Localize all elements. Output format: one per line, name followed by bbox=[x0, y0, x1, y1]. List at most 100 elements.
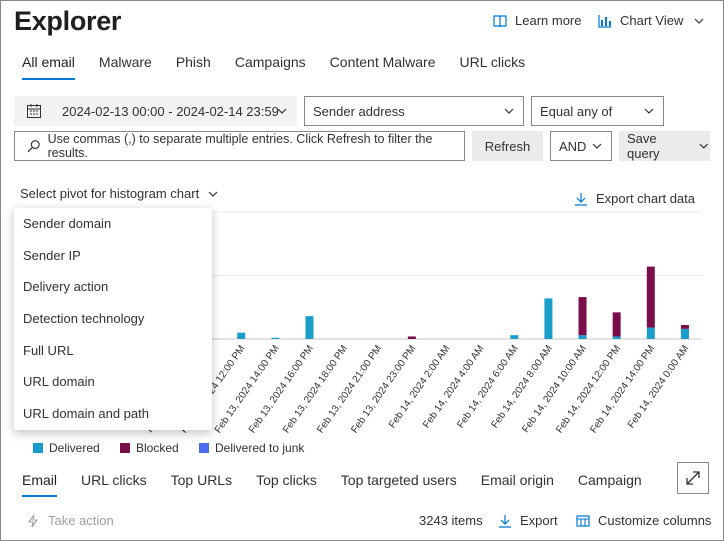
field-select-value: Sender address bbox=[313, 103, 405, 119]
chart-bar[interactable] bbox=[612, 336, 621, 339]
chevron-down-icon bbox=[208, 191, 218, 197]
customize-columns-label: Customize columns bbox=[598, 513, 712, 528]
legend-label-blocked: Blocked bbox=[136, 441, 179, 455]
pivot-select-label: Select pivot for histogram chart bbox=[20, 186, 200, 201]
main-tabs: All email Malware Phish Campaigns Conten… bbox=[22, 54, 549, 80]
chart-tick-label: Feb 14, 2024 12:00 PM bbox=[554, 343, 623, 435]
logic-select[interactable]: AND bbox=[550, 131, 612, 161]
export-chart-data-label: Export chart data bbox=[596, 191, 695, 206]
search-input[interactable]: Use commas (,) to separate multiple entr… bbox=[14, 131, 465, 161]
chart-tick-label: Feb 13, 2024 16:00 PM bbox=[247, 343, 316, 435]
chart-tick-label: Feb 14, 2024 0:00 AM bbox=[626, 343, 691, 430]
date-range-value: 2024-02-13 00:00 - 2024-02-14 23:59 bbox=[62, 103, 279, 119]
expand-button[interactable] bbox=[677, 462, 709, 494]
export-chart-data-button[interactable]: Export chart data bbox=[574, 191, 695, 206]
export-button[interactable]: Export bbox=[498, 513, 558, 528]
pivot-option-full-url[interactable]: Full URL bbox=[23, 342, 74, 358]
tab-email[interactable]: Email bbox=[22, 472, 58, 497]
tab-malware[interactable]: Malware bbox=[98, 54, 152, 70]
refresh-button[interactable]: Refresh bbox=[472, 131, 543, 161]
chart-bar[interactable] bbox=[578, 335, 587, 339]
save-query-label: Save query bbox=[627, 131, 660, 161]
page-title: Explorer bbox=[14, 6, 122, 36]
chart-bar[interactable] bbox=[646, 266, 655, 328]
chart-bar[interactable] bbox=[612, 312, 621, 337]
download-icon bbox=[575, 192, 587, 206]
chart-bar[interactable] bbox=[680, 328, 689, 339]
chevron-down-icon bbox=[504, 108, 514, 114]
expand-icon bbox=[686, 471, 700, 485]
search-placeholder: Use commas (,) to separate multiple entr… bbox=[47, 132, 433, 160]
learn-more-link[interactable]: Learn more bbox=[493, 13, 581, 28]
chevron-down-icon bbox=[644, 108, 654, 114]
chart-view-label: Chart View bbox=[620, 13, 684, 28]
search-icon bbox=[27, 140, 40, 153]
pivot-option-url-domain[interactable]: URL domain bbox=[23, 374, 95, 390]
export-label: Export bbox=[520, 513, 558, 528]
tab-top-targeted-users[interactable]: Top targeted users bbox=[340, 472, 457, 488]
date-range-picker[interactable]: 2024-02-13 00:00 - 2024-02-14 23:59 bbox=[14, 96, 297, 126]
tab-top-clicks[interactable]: Top clicks bbox=[256, 472, 317, 488]
chart-tick-label: Feb 13, 2024 21:00 PM bbox=[315, 343, 384, 435]
chevron-down-icon bbox=[592, 143, 602, 149]
operator-select[interactable]: Equal any of bbox=[531, 96, 664, 126]
lightning-icon bbox=[27, 514, 39, 527]
tab-campaign[interactable]: Campaign bbox=[577, 472, 642, 488]
columns-icon bbox=[576, 514, 590, 527]
legend-swatch-delivered bbox=[33, 443, 43, 453]
chart-bar[interactable] bbox=[680, 325, 689, 329]
results-tabs: Email URL clicks Top URLs Top clicks Top… bbox=[22, 472, 666, 497]
chart-tick-label: Feb 14, 2024 6:00 AM bbox=[455, 343, 520, 430]
chart-bar[interactable] bbox=[271, 337, 280, 339]
legend-label-delivered: Delivered bbox=[49, 441, 100, 455]
chevron-down-icon bbox=[694, 18, 704, 24]
tab-content-malware[interactable]: Content Malware bbox=[329, 54, 436, 70]
chart-view-button[interactable]: Chart View bbox=[598, 13, 713, 28]
legend-junk[interactable]: Delivered to junk bbox=[199, 441, 304, 455]
chart-bar[interactable] bbox=[578, 297, 587, 336]
field-select[interactable]: Sender address bbox=[304, 96, 524, 126]
book-icon bbox=[493, 14, 507, 27]
chart-bar[interactable] bbox=[510, 335, 519, 339]
tab-all-email[interactable]: All email bbox=[22, 54, 75, 80]
tab-email-origin[interactable]: Email origin bbox=[480, 472, 554, 488]
chevron-down-icon bbox=[277, 108, 287, 114]
tab-top-urls[interactable]: Top URLs bbox=[170, 472, 233, 488]
take-action-label: Take action bbox=[48, 513, 114, 528]
pivot-select[interactable]: Select pivot for histogram chart bbox=[20, 186, 219, 201]
chart-bar[interactable] bbox=[544, 298, 553, 339]
chart-tick-label: Feb 13, 2024 23:00 PM bbox=[349, 343, 418, 435]
pivot-option-delivery-action[interactable]: Delivery action bbox=[23, 279, 109, 295]
legend-swatch-junk bbox=[199, 443, 209, 453]
learn-more-label: Learn more bbox=[515, 13, 582, 28]
take-action-button[interactable]: Take action bbox=[26, 513, 114, 528]
chart-bar[interactable] bbox=[407, 336, 416, 339]
pivot-dropdown-menu: Sender domain Sender IP Delivery action … bbox=[14, 208, 212, 430]
chart-bar[interactable] bbox=[646, 327, 655, 339]
legend-label-junk: Delivered to junk bbox=[215, 441, 305, 455]
legend-blocked[interactable]: Blocked bbox=[120, 441, 179, 455]
tab-url-clicks-results[interactable]: URL clicks bbox=[81, 472, 147, 488]
chart-bar[interactable] bbox=[237, 332, 246, 339]
chart-tick-label: Feb 13, 2024 18:00 PM bbox=[281, 343, 350, 435]
chart-tick-label: Feb 14, 2024 8:00 AM bbox=[489, 343, 554, 430]
legend-delivered[interactable]: Delivered bbox=[33, 441, 100, 455]
pivot-option-url-domain-and-path[interactable]: URL domain and path bbox=[23, 406, 149, 422]
tab-campaigns[interactable]: Campaigns bbox=[234, 54, 306, 70]
pivot-option-sender-ip[interactable]: Sender IP bbox=[23, 247, 81, 263]
download-icon bbox=[499, 514, 511, 528]
pivot-option-sender-domain[interactable]: Sender domain bbox=[23, 216, 112, 231]
save-query-button[interactable]: Save query bbox=[619, 131, 710, 161]
tab-phish[interactable]: Phish bbox=[175, 54, 211, 70]
chart-icon bbox=[598, 14, 611, 28]
legend-swatch-blocked bbox=[120, 443, 130, 453]
tab-url-clicks[interactable]: URL clicks bbox=[459, 54, 526, 70]
logic-select-value: AND bbox=[559, 138, 587, 154]
item-count: 3243 items bbox=[419, 513, 483, 528]
pivot-option-detection-technology[interactable]: Detection technology bbox=[23, 311, 145, 327]
chevron-down-icon bbox=[699, 143, 709, 149]
calendar-icon bbox=[27, 104, 41, 118]
chart-bar[interactable] bbox=[305, 316, 314, 339]
customize-columns-button[interactable]: Customize columns bbox=[576, 513, 711, 528]
